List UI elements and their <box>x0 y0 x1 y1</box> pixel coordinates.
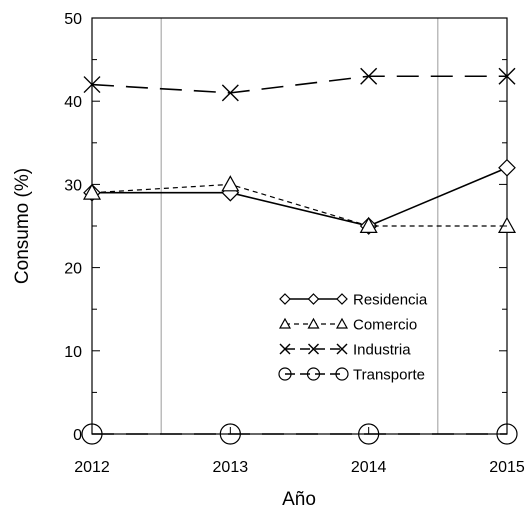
data-point-comercio <box>221 175 240 192</box>
y-tick-label: 30 <box>64 177 82 194</box>
data-point-industria <box>360 67 378 85</box>
legend-marker-comercio <box>335 317 349 329</box>
legend-marker-residencia <box>336 293 348 305</box>
data-point-industria-stroke <box>83 76 101 94</box>
x-tick-label: 2013 <box>213 459 249 476</box>
y-tick-label: 10 <box>64 344 82 361</box>
data-point-industria-stroke <box>360 67 378 85</box>
data-point-industria <box>83 76 101 94</box>
data-point-comercio <box>82 183 102 200</box>
legend-marker-industria <box>279 343 291 355</box>
y-tick-label: 0 <box>73 427 82 444</box>
legend: Residencia Comercio Industria Transporte <box>278 292 428 384</box>
legend-marker-comercio <box>278 317 292 329</box>
x-tick-label: 2015 <box>489 459 525 476</box>
y-tick-label: 20 <box>64 261 82 278</box>
y-tick-label: 40 <box>64 94 82 111</box>
legend-marker-transporte <box>278 367 292 381</box>
data-point-transporte <box>496 423 518 445</box>
legend-marker-comercio <box>307 317 320 329</box>
data-point-industria-stroke <box>498 67 516 85</box>
legend-marker-industria <box>308 343 319 355</box>
legend-label-comercio: Comercio <box>353 317 417 334</box>
legend-label-industria: Industria <box>353 342 411 359</box>
y-tick-label: 50 <box>64 11 82 28</box>
legend-marker-residencia <box>279 293 291 305</box>
plot-area-border <box>91 17 508 435</box>
legend-label-residencia: Residencia <box>353 292 428 309</box>
x-tick-label: 2014 <box>351 459 387 476</box>
series-line-comercio <box>91 183 507 227</box>
data-point-industria <box>221 84 239 102</box>
series-line-industria <box>91 75 507 94</box>
legend-marker-industria-stroke <box>336 343 348 355</box>
plot-frame <box>91 17 508 435</box>
legend-marker-industria-stroke <box>308 343 319 355</box>
y-axis-title: Consumo (%) <box>12 168 33 284</box>
legend-marker-residencia <box>307 293 320 305</box>
data-point-comercio <box>497 216 517 233</box>
data-point-transporte <box>81 423 103 445</box>
data-point-residencia <box>498 158 516 177</box>
data-point-industria-stroke <box>221 84 239 102</box>
axis-ticks: 0 10 20 30 40 50 2012 2013 2014 2015 <box>64 11 525 476</box>
data-point-comercio <box>359 216 378 233</box>
legend-marker-transporte <box>306 367 321 381</box>
legend-marker-transporte <box>335 367 349 381</box>
series-line-residencia <box>92 167 508 227</box>
x-axis-title: Año <box>282 489 316 510</box>
data-point-transporte <box>219 423 241 445</box>
data-point-industria <box>498 67 516 85</box>
data-point-transporte <box>358 423 380 445</box>
series-layer <box>81 67 518 445</box>
legend-marker-industria <box>336 343 348 355</box>
legend-marker-industria-stroke <box>279 343 291 355</box>
x-tick-label: 2012 <box>74 459 110 476</box>
legend-label-transporte: Transporte <box>353 367 425 384</box>
